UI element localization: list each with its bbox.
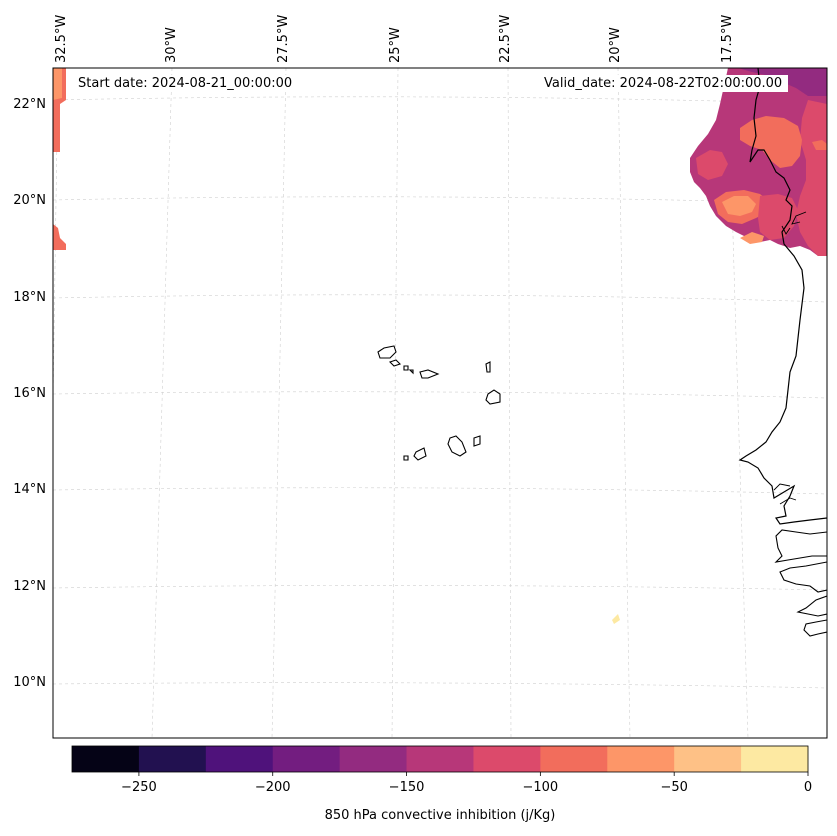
graticule [53,68,827,738]
lon-label-17.5W: 17.5°W [720,14,735,63]
lat-label-20N: 20°N [13,193,46,208]
colorbar-tick-label: −50 [660,780,688,795]
lon-label-22.5W: 22.5°W [498,14,513,63]
valid-date-label: Valid_date: 2024-08-22T02:00:00.00 [538,75,789,92]
lat-label-18N: 18°N [13,290,46,305]
colorbar-swatch [406,746,474,772]
start-date-label: Start date: 2024-08-21_00:00:00 [72,75,299,92]
lat-label-14N: 14°N [13,482,46,497]
lon-label-25W: 25°W [388,27,403,63]
colorbar-tick-label: −200 [254,780,291,795]
colorbar-swatch [72,746,140,772]
colorbar-swatch [741,746,809,772]
lon-label-27.5W: 27.5°W [276,14,291,63]
lon-label-30W: 30°W [164,27,179,63]
west-africa-coastline [738,68,827,525]
colorbar-swatch [674,746,742,772]
cape-verde-islands [377,345,501,461]
cin-speck [612,614,620,624]
coastline-south [774,529,827,637]
colorbar-swatch [540,746,608,772]
colorbar-swatch [607,746,675,772]
colorbar-swatch [272,746,341,772]
lat-label-10N: 10°N [13,675,46,690]
lat-label-22N: 22°N [13,97,46,112]
colorbar-tick-label: 0 [803,780,813,795]
colorbar-swatch [205,746,274,772]
lat-label-12N: 12°N [13,579,46,594]
colorbar [72,746,809,772]
colorbar-swatch [138,746,207,772]
colorbar-ticks [138,772,809,776]
colorbar-tick-label: −150 [388,780,425,795]
lon-label-20W: 20°W [608,27,623,63]
colorbar-swatch [473,746,541,772]
lat-label-16N: 16°N [13,386,46,401]
colorbar-border [71,745,809,773]
cin-field-west [53,68,66,250]
colorbar-title: 850 hPa convective inhibition (j/Kg) [324,808,556,823]
map-border [52,67,828,739]
colorbar-swatch [339,746,408,772]
lon-label-32.5W: 32.5°W [54,14,69,63]
colorbar-tick-label: −100 [522,780,559,795]
colorbar-tick-label: −250 [121,780,157,795]
